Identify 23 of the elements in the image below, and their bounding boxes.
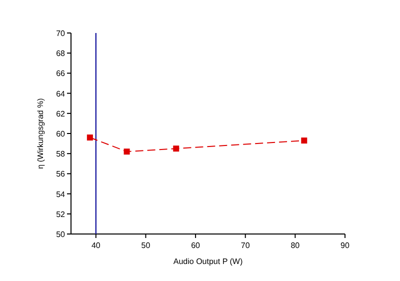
x-axis-title: Audio Output P (W) bbox=[173, 257, 243, 266]
point bbox=[301, 138, 308, 144]
y-tick-label: 58 bbox=[56, 150, 66, 159]
y-tick-label: 56 bbox=[56, 170, 66, 179]
y-tick-label: 70 bbox=[56, 29, 66, 38]
y-axis-title: η (Wirkungsgrad %) bbox=[36, 98, 45, 169]
y-tick-label: 54 bbox=[56, 190, 66, 199]
y-tick-label: 64 bbox=[56, 89, 66, 98]
x-tick-label: 60 bbox=[191, 241, 201, 250]
x-tick-label: 90 bbox=[340, 241, 350, 250]
point bbox=[173, 146, 180, 152]
y-tick-label: 62 bbox=[56, 109, 66, 118]
y-tick-label: 66 bbox=[56, 69, 66, 78]
x-tick-label: 80 bbox=[290, 241, 300, 250]
x-tick-label: 50 bbox=[141, 241, 151, 250]
y-tick-label: 52 bbox=[56, 210, 66, 219]
y-tick-label: 68 bbox=[56, 49, 66, 58]
point bbox=[86, 134, 93, 141]
x-tick-label: 70 bbox=[240, 241, 250, 250]
point bbox=[124, 148, 130, 155]
y-tick-label: 50 bbox=[56, 230, 66, 239]
y-tick-label: 60 bbox=[56, 130, 66, 138]
x-tick-label: 40 bbox=[91, 241, 101, 250]
